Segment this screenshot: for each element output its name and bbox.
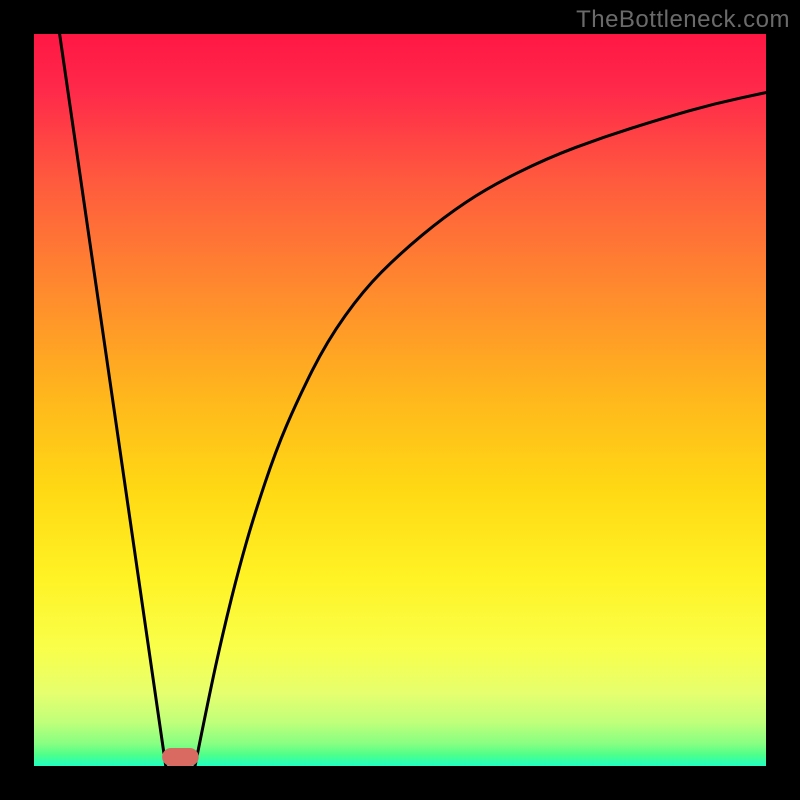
bottleneck-chart	[0, 0, 800, 800]
plot-background	[34, 34, 766, 766]
optimal-range-marker	[162, 748, 199, 766]
watermark-text: TheBottleneck.com	[576, 6, 790, 34]
chart-container: TheBottleneck.com	[0, 0, 800, 800]
